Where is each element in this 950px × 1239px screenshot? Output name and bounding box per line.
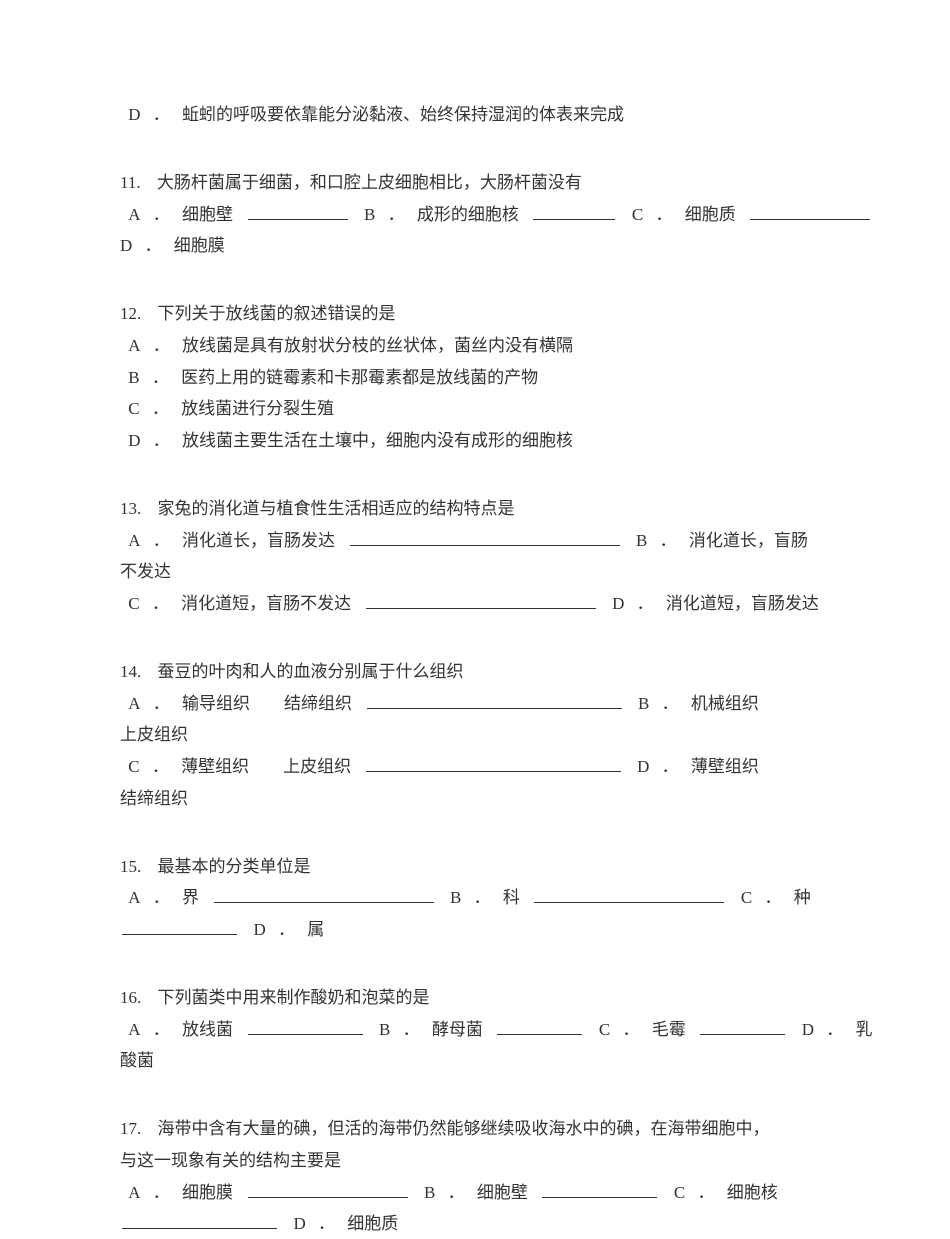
question-stem: 11. 大肠杆菌属于细菌，和口腔上皮细胞相比，大肠杆菌没有 [120, 168, 830, 198]
opt-letter: D [128, 100, 140, 130]
options-row-1b: 不发达 [120, 557, 830, 587]
question-stem: 12. 下列关于放线菌的叙述错误的是 [120, 299, 830, 329]
question-stem: 13. 家兔的消化道与植食性生活相适应的结构特点是 [120, 494, 830, 524]
question-stem: 14. 蚕豆的叶肉和人的血液分别属于什么组织 [120, 657, 830, 687]
answer-blank[interactable] [497, 1016, 582, 1035]
option-d: D ． 蚯蚓的呼吸要依靠能分泌黏液、始终保持湿润的体表来完成 [120, 100, 830, 130]
question-10-partial: D ． 蚯蚓的呼吸要依靠能分泌黏液、始终保持湿润的体表来完成 [120, 100, 830, 130]
options-row-1b: 上皮组织 [120, 720, 830, 750]
answer-blank[interactable] [542, 1179, 657, 1198]
answer-blank[interactable] [214, 885, 434, 904]
question-stem: 16. 下列菌类中用来制作酸奶和泡菜的是 [120, 983, 830, 1013]
question-11: 11. 大肠杆菌属于细菌，和口腔上皮细胞相比，大肠杆菌没有 A ． 细胞壁 B … [120, 168, 830, 261]
options-row-2: C ． 消化道短，盲肠不发达 D ． 消化道短，盲肠发达 [120, 589, 830, 619]
options-row-2b: 结缔组织 [120, 784, 830, 814]
option-a: A ． 放线菌是具有放射状分枝的丝状体，菌丝内没有横隔 [120, 331, 830, 361]
option-c: C ． 放线菌进行分裂生殖 [120, 394, 830, 424]
answer-blank[interactable] [700, 1016, 785, 1035]
opt-text: 蚯蚓的呼吸要依靠能分泌黏液、始终保持湿润的体表来完成 [182, 105, 624, 124]
question-stem-1: 17. 海带中含有大量的碘，但活的海带仍然能够继续吸收海水中的碘，在海带细胞中， [120, 1114, 830, 1144]
question-stem-2: 与这一现象有关的结构主要是 [120, 1146, 830, 1176]
options-row-2: D ． 细胞质 [120, 1209, 830, 1239]
answer-blank[interactable] [367, 690, 622, 709]
options-row-2: C ． 薄壁组织 上皮组织 D ． 薄壁组织 [120, 752, 830, 782]
answer-blank[interactable] [350, 527, 620, 546]
options-row-1: A ． 输导组织 结缔组织 B ． 机械组织 [120, 689, 830, 719]
options-row-2: D ． 属 [120, 915, 830, 945]
options-row-2: D ． 细胞膜 [120, 231, 830, 261]
answer-blank[interactable] [750, 201, 870, 220]
options-row-1: A ． 细胞壁 B ． 成形的细胞核 C ． 细胞质 [120, 200, 830, 230]
question-16: 16. 下列菌类中用来制作酸奶和泡菜的是 A ． 放线菌 B ． 酵母菌 C ．… [120, 983, 830, 1076]
options-row-1: A ． 界 B ． 科 C ． 种 [120, 883, 830, 913]
answer-blank[interactable] [248, 1179, 408, 1198]
question-12: 12. 下列关于放线菌的叙述错误的是 A ． 放线菌是具有放射状分枝的丝状体，菌… [120, 299, 830, 456]
answer-blank[interactable] [533, 201, 615, 220]
question-15: 15. 最基本的分类单位是 A ． 界 B ． 科 C ． 种 D ． 属 [120, 852, 830, 945]
answer-blank[interactable] [122, 916, 237, 935]
answer-blank[interactable] [366, 753, 621, 772]
options-row-1b: 酸菌 [120, 1046, 830, 1076]
answer-blank[interactable] [122, 1211, 277, 1230]
answer-blank[interactable] [248, 1016, 363, 1035]
options-row-1: A ． 消化道长，盲肠发达 B ． 消化道长，盲肠 [120, 526, 830, 556]
question-17: 17. 海带中含有大量的碘，但活的海带仍然能够继续吸收海水中的碘，在海带细胞中，… [120, 1114, 830, 1239]
question-stem: 15. 最基本的分类单位是 [120, 852, 830, 882]
answer-blank[interactable] [366, 590, 596, 609]
options-row-1: A ． 放线菌 B ． 酵母菌 C ． 毛霉 D ． 乳 [120, 1015, 830, 1045]
dot: ． [153, 100, 170, 130]
option-b: B ． 医药上用的链霉素和卡那霉素都是放线菌的产物 [120, 363, 830, 393]
question-13: 13. 家兔的消化道与植食性生活相适应的结构特点是 A ． 消化道长，盲肠发达 … [120, 494, 830, 619]
options-row-1: A ． 细胞膜 B ． 细胞壁 C ． 细胞核 [120, 1178, 830, 1208]
option-d: D ． 放线菌主要生活在土壤中，细胞内没有成形的细胞核 [120, 426, 830, 456]
answer-blank[interactable] [248, 201, 348, 220]
question-14: 14. 蚕豆的叶肉和人的血液分别属于什么组织 A ． 输导组织 结缔组织 B ．… [120, 657, 830, 814]
answer-blank[interactable] [534, 885, 724, 904]
